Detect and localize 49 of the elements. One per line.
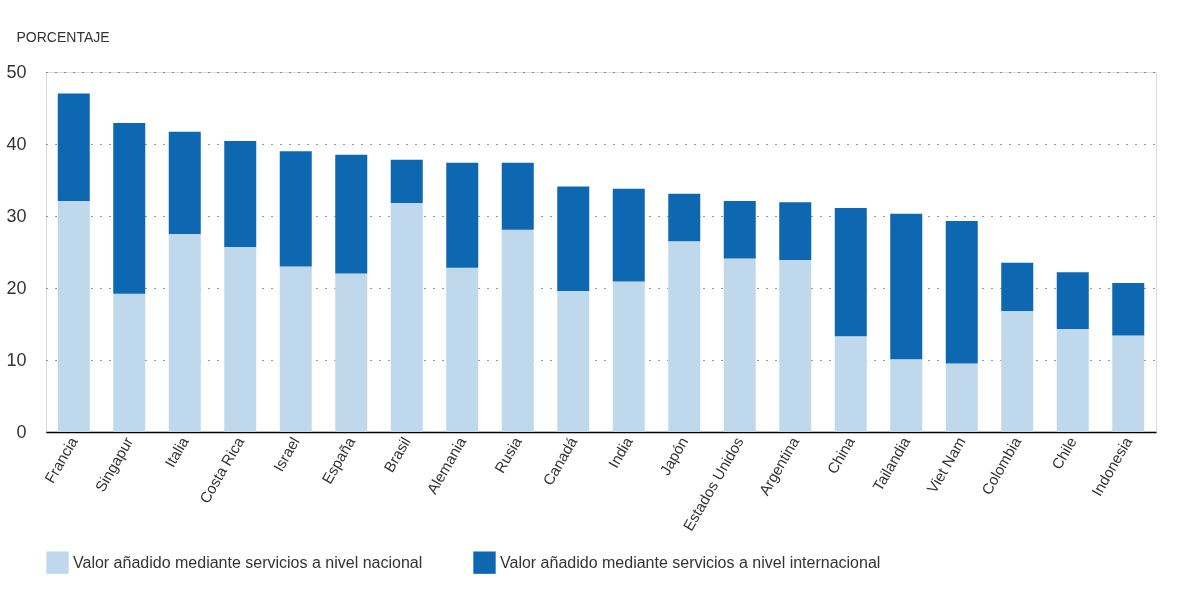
y-tick-label: 30 (6, 205, 27, 226)
bar (945, 221, 978, 364)
bar (501, 229, 534, 432)
bar (113, 123, 146, 294)
bar (335, 273, 368, 432)
bar (1112, 282, 1145, 336)
bar (390, 159, 423, 204)
bar (779, 259, 812, 432)
bar (1001, 311, 1034, 432)
bar (224, 246, 257, 432)
bar (1001, 262, 1034, 312)
legend-label: Valor añadido mediante servicios a nivel nacional (73, 553, 423, 571)
bar (834, 208, 867, 337)
y-axis-title: PORCENTAJE (16, 28, 110, 45)
bar (57, 93, 90, 201)
y-tick-label: 50 (6, 61, 27, 82)
bar (279, 266, 312, 432)
bar (723, 200, 756, 259)
bar (446, 267, 479, 432)
y-tick-label: 20 (6, 277, 27, 298)
bar (57, 200, 90, 432)
bar (168, 131, 201, 234)
bar (501, 162, 534, 230)
bar (668, 241, 701, 432)
bar (557, 290, 590, 432)
bar (779, 202, 812, 260)
bar (834, 336, 867, 432)
bar (168, 234, 201, 432)
bar (1112, 335, 1145, 432)
bar (668, 193, 701, 242)
bar (335, 154, 368, 274)
bar (945, 363, 978, 432)
y-tick-label: 10 (6, 349, 27, 370)
bar (612, 188, 645, 282)
bar (113, 293, 146, 432)
y-tick-label: 40 (6, 133, 27, 154)
bar (890, 359, 923, 432)
legend-label: Valor añadido mediante servicios a nivel internacional (500, 553, 881, 571)
bar (446, 162, 479, 268)
bar (890, 213, 923, 360)
bar (1056, 329, 1089, 432)
bar (612, 281, 645, 432)
bar (279, 151, 312, 267)
bar (224, 141, 257, 247)
bar (390, 203, 423, 432)
bar (557, 186, 590, 291)
bar (1056, 272, 1089, 330)
bar (723, 258, 756, 432)
y-tick-label: 0 (16, 421, 27, 442)
